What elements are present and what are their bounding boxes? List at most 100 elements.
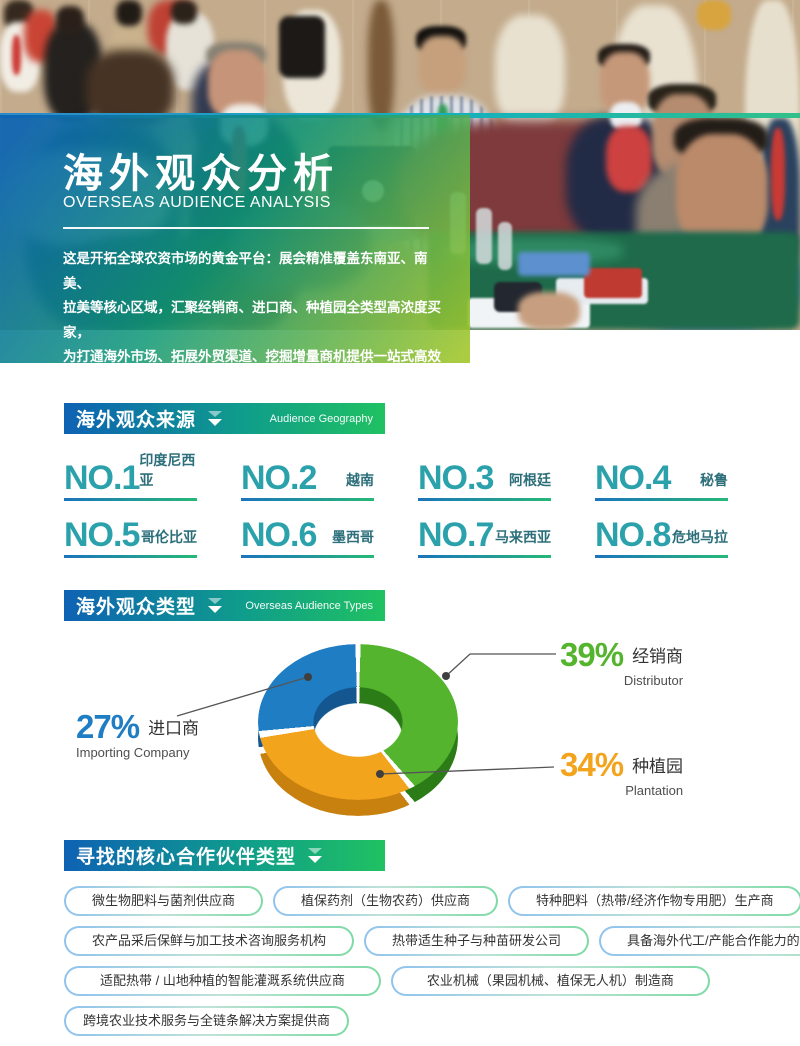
photo-person <box>116 0 142 26</box>
photo-person <box>418 36 466 94</box>
rank-country: 阿根廷 <box>509 472 551 488</box>
rank-number: NO.1 <box>64 459 140 497</box>
lanyard <box>12 35 21 75</box>
label-distributor: 39% 经销商 Distributor <box>560 638 683 688</box>
rank-cell: NO.7 马来西亚 <box>418 513 551 558</box>
partner-tag: 适配热带 / 山地种植的智能灌溉系统供应商 <box>64 966 381 996</box>
partner-tag-label: 植保药剂（生物农药）供应商 <box>275 888 497 914</box>
tag-row: 微生物肥料与菌剂供应商 植保药剂（生物农药）供应商 特种肥料（热带/经济作物专用… <box>64 886 800 916</box>
rank-country: 马来西亚 <box>495 529 551 545</box>
rank-underline <box>418 498 551 501</box>
photo-person <box>171 0 197 24</box>
plantation-percent: 34% <box>560 746 624 783</box>
section-subtitle: Audience Geography <box>269 412 373 425</box>
rank-country: 秘鲁 <box>700 472 728 488</box>
divider <box>63 227 429 229</box>
hand <box>518 292 580 330</box>
rank-underline <box>595 498 728 501</box>
tag-row: 跨境农业技术服务与全链条解决方案提供商 <box>64 1006 754 1036</box>
rank-cell: NO.8 危地马拉 <box>595 513 728 558</box>
tag-row: 适配热带 / 山地种植的智能灌溉系统供应商 农业机械（果园机械、植保无人机）制造… <box>64 966 754 996</box>
rank-underline <box>64 555 197 558</box>
rank-underline <box>241 498 374 501</box>
rank-country: 哥伦比亚 <box>141 529 197 545</box>
distributor-label-zh: 经销商 <box>632 647 684 666</box>
double-down-arrow-icon <box>308 848 323 863</box>
partner-tag: 具备海外代工/产能合作能力的肥料与农化企业 <box>599 926 800 956</box>
plantation-label-zh: 种植园 <box>632 757 684 776</box>
photo-shape <box>368 0 394 130</box>
donut-chart <box>258 644 458 816</box>
rank-number: NO.4 <box>595 459 671 497</box>
section-header-types: 海外观众类型 Overseas Audience Types <box>64 590 385 621</box>
photo-person <box>676 134 768 250</box>
double-down-arrow-icon <box>208 411 223 426</box>
importer-label-zh: 进口商 <box>148 719 200 738</box>
partner-tag-label: 具备海外代工/产能合作能力的肥料与农化企业 <box>601 928 800 954</box>
lanyard <box>771 128 785 220</box>
water-bottle <box>498 222 512 270</box>
laptop-bag <box>279 16 325 78</box>
partner-tag: 热带适生种子与种苗研发公司 <box>364 926 590 956</box>
rank-number: NO.7 <box>418 516 494 554</box>
section-title: 海外观众类型 <box>76 597 197 618</box>
partner-tag-label: 特种肥料（热带/经济作物专用肥）生产商 <box>510 888 800 914</box>
rank-number: NO.3 <box>418 459 494 497</box>
partner-tag: 农产品采后保鲜与加工技术咨询服务机构 <box>64 926 355 956</box>
rank-number: NO.5 <box>64 516 140 554</box>
importer-percent: 27% <box>76 708 140 745</box>
section-header-geography: 海外观众来源 Audience Geography <box>64 403 385 434</box>
partner-tag: 跨境农业技术服务与全链条解决方案提供商 <box>64 1006 350 1036</box>
rank-number: NO.6 <box>241 516 317 554</box>
rank-cell: NO.3 阿根廷 <box>418 456 551 501</box>
partner-tag-label: 适配热带 / 山地种植的智能灌溉系统供应商 <box>66 968 379 994</box>
wall-lamp <box>697 0 731 30</box>
rank-cell: NO.5 哥伦比亚 <box>64 513 197 558</box>
tag-row: 农产品采后保鲜与加工技术咨询服务机构 热带适生种子与种苗研发公司 具备海外代工/… <box>64 926 800 956</box>
partner-tags: 微生物肥料与菌剂供应商 植保药剂（生物农药）供应商 特种肥料（热带/经济作物专用… <box>64 886 800 1046</box>
country-ranking-grid: NO.1 印度尼西亚 NO.2 越南 NO.3 阿根廷 NO.4 秘鲁 NO.5 哥伦比亚… <box>64 452 728 558</box>
donut-top-layer <box>258 644 458 800</box>
distributor-percent: 39% <box>560 636 624 673</box>
rank-cell: NO.6 墨西哥 <box>241 513 374 558</box>
photo-person <box>56 6 84 34</box>
rank-cell: NO.1 印度尼西亚 <box>64 452 197 501</box>
page-subtitle: OVERSEAS AUDIENCE ANALYSIS <box>63 194 331 211</box>
hero-panel: 海外观众分析 OVERSEAS AUDIENCE ANALYSIS 这是开拓全球… <box>0 115 470 389</box>
partner-tag: 农业机械（果园机械、植保无人机）制造商 <box>390 966 710 996</box>
audience-types-chart: 39% 经销商 Distributor 34% 种植园 Plantation 2… <box>64 630 746 835</box>
blue-folder <box>518 252 590 276</box>
rank-number: NO.2 <box>241 459 317 497</box>
partner-tag: 微生物肥料与菌剂供应商 <box>64 886 264 916</box>
label-importer: 27% 进口商 Importing Company <box>76 710 199 760</box>
label-plantation: 34% 种植园 Plantation <box>560 748 683 798</box>
section-title: 寻找的核心合作伙伴类型 <box>76 847 297 868</box>
plantation-label-en: Plantation <box>625 783 684 798</box>
rank-country: 印度尼西亚 <box>139 452 196 488</box>
partner-tag-label: 跨境农业技术服务与全链条解决方案提供商 <box>66 1008 348 1034</box>
section-title: 海外观众来源 <box>76 410 197 431</box>
page-title: 海外观众分析 <box>63 152 339 196</box>
rank-cell: NO.4 秘鲁 <box>595 456 728 501</box>
rank-cell: NO.2 越南 <box>241 456 374 501</box>
photo-shape <box>495 15 565 130</box>
partner-tag: 特种肥料（热带/经济作物专用肥）生产商 <box>508 886 800 916</box>
partner-tag: 植保药剂（生物农药）供应商 <box>273 886 499 916</box>
rank-underline <box>595 555 728 558</box>
intro-paragraph: 这是开拓全球农资市场的黄金平台：展会精准覆盖东南亚、南美、 拉美等核心区域，汇聚… <box>63 251 441 389</box>
rank-country: 危地马拉 <box>672 529 728 545</box>
section-subtitle: Overseas Audience Types <box>245 599 373 612</box>
distributor-label-en: Distributor <box>623 673 684 688</box>
lanyard <box>606 126 652 192</box>
double-down-arrow-icon <box>208 598 223 613</box>
partner-tag-label: 农业机械（果园机械、植保无人机）制造商 <box>392 968 708 994</box>
partner-tag-label: 热带适生种子与种苗研发公司 <box>366 928 588 954</box>
rank-number: NO.8 <box>595 516 671 554</box>
section-header-partners: 寻找的核心合作伙伴类型 <box>64 840 385 871</box>
partner-tag-label: 农产品采后保鲜与加工技术咨询服务机构 <box>66 928 353 954</box>
rank-country: 墨西哥 <box>332 529 374 545</box>
red-folder <box>584 268 642 298</box>
rank-country: 越南 <box>346 472 374 488</box>
importer-label-en: Importing Company <box>76 745 190 760</box>
water-bottle <box>476 208 492 264</box>
